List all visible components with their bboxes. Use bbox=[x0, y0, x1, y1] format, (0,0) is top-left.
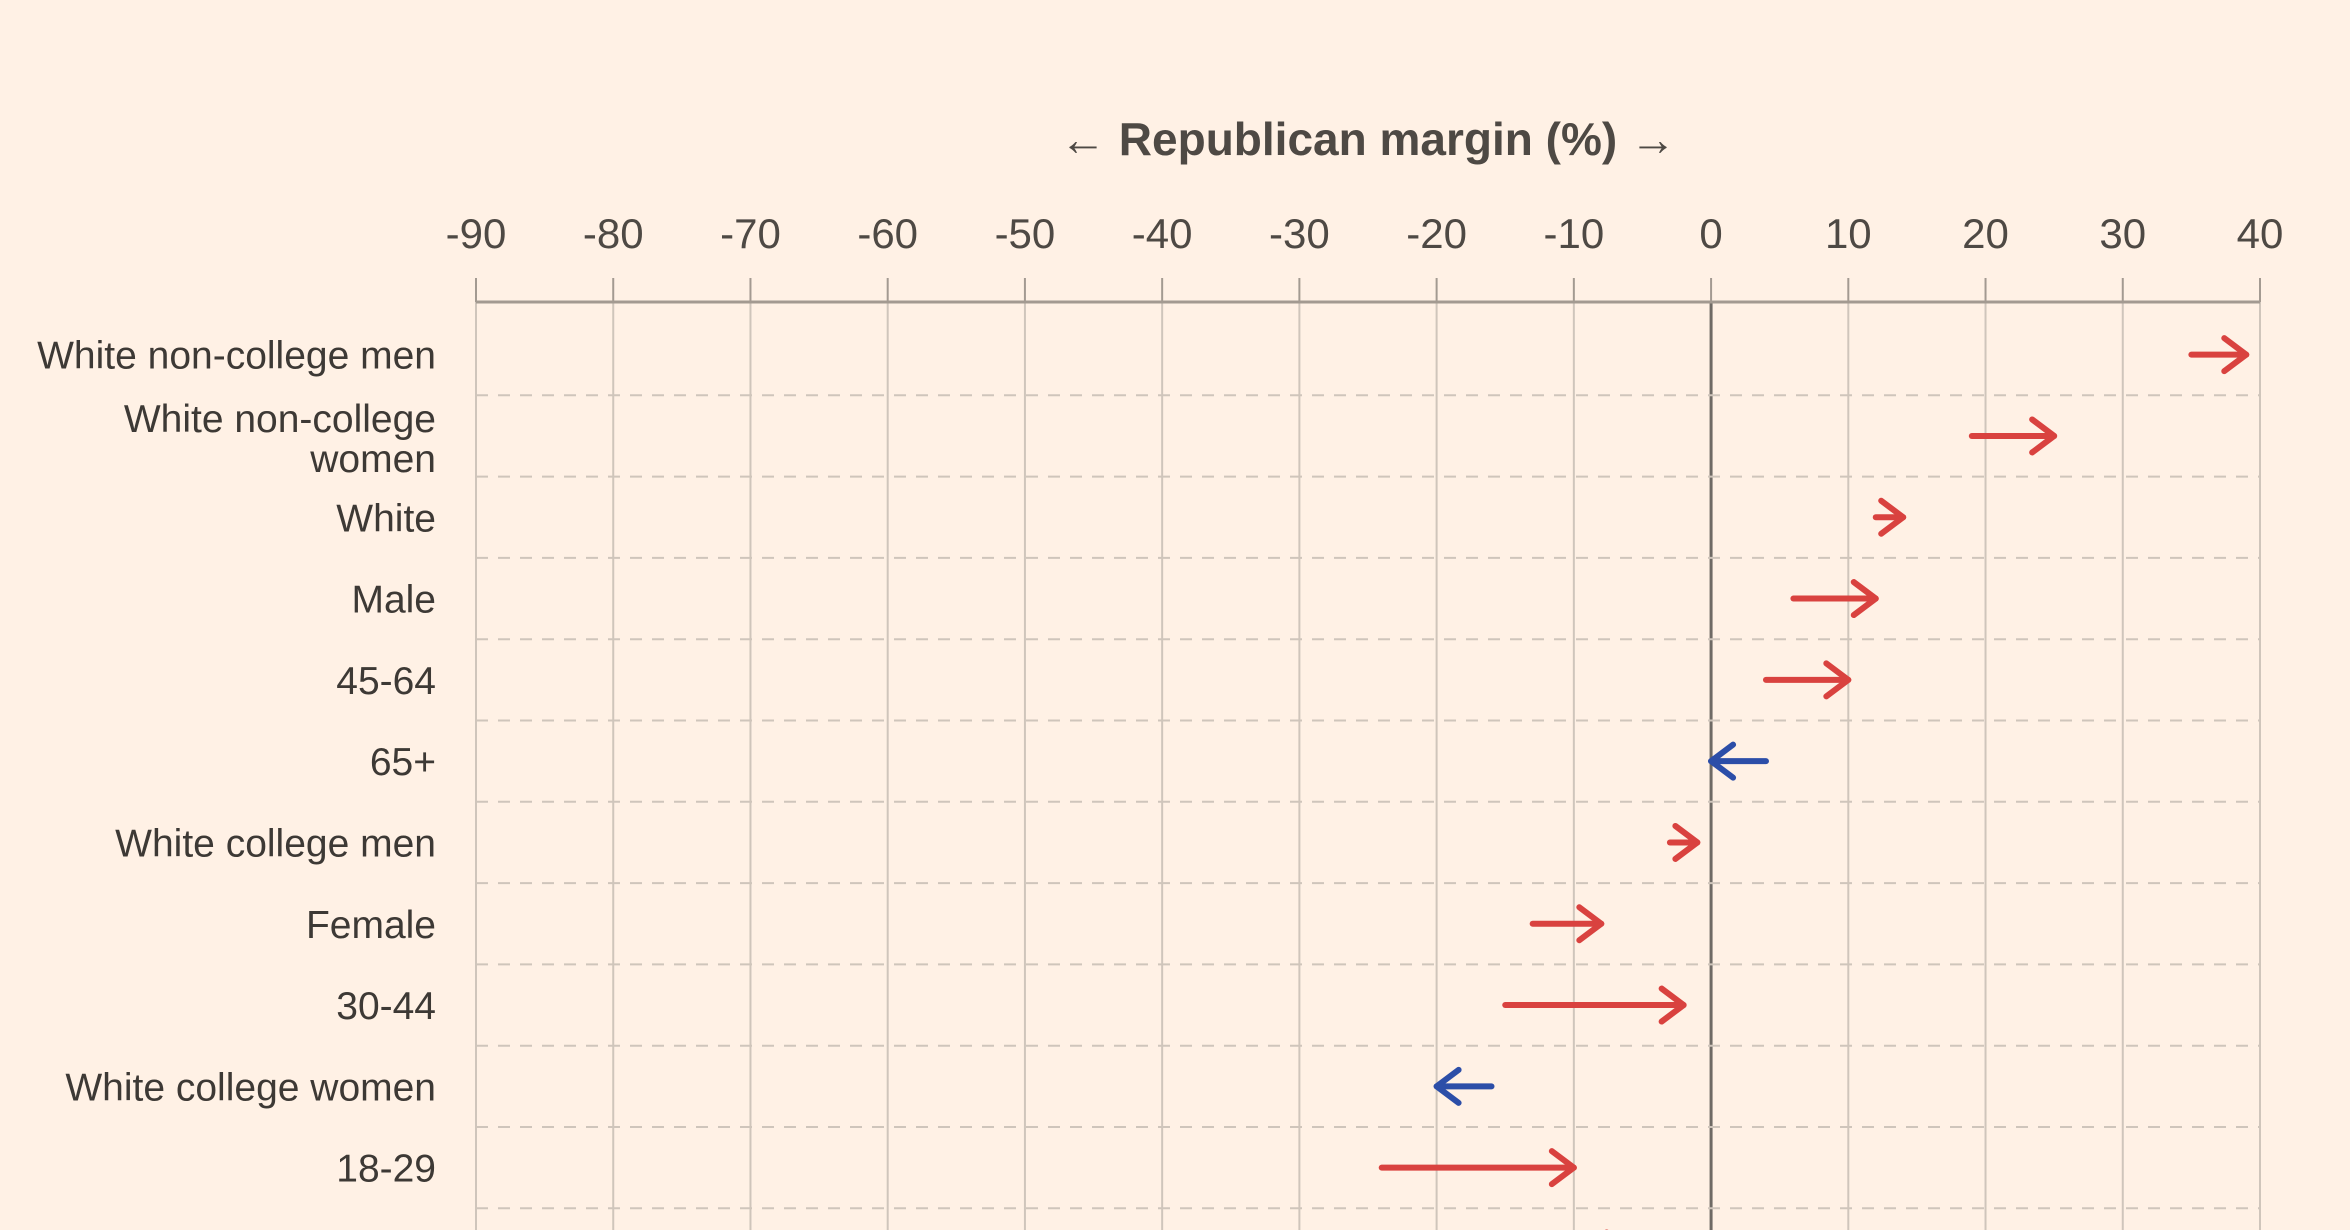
arrow-mark bbox=[1433, 1066, 1495, 1106]
x-tick-label: -70 bbox=[720, 210, 781, 257]
x-tick-label: -30 bbox=[1269, 210, 1330, 257]
category-label: White college women bbox=[65, 1066, 436, 1109]
category-label: Male bbox=[351, 579, 436, 622]
arrows bbox=[1378, 335, 2250, 1230]
arrow-mark bbox=[1872, 497, 1907, 537]
category-label: Female bbox=[306, 904, 436, 947]
x-tick-label: -60 bbox=[857, 210, 918, 257]
x-tick-label: 20 bbox=[1962, 210, 2009, 257]
x-tick-label: 0 bbox=[1699, 210, 1722, 257]
category-label: White non-college men bbox=[37, 335, 436, 378]
category-label: 65+ bbox=[370, 741, 436, 784]
category-label: Hispanic bbox=[286, 1229, 436, 1230]
category-label: 18-29 bbox=[336, 1148, 436, 1191]
category-labels: White non-college men White non-college wo… bbox=[37, 335, 436, 1230]
x-tick-label: -40 bbox=[1132, 210, 1193, 257]
x-tick-label: 40 bbox=[2237, 210, 2284, 257]
arrow-mark bbox=[1790, 579, 1879, 619]
x-tick-label: -90 bbox=[446, 210, 507, 257]
arrow-mark bbox=[1378, 1148, 1577, 1188]
x-ticks: -90 -80 -70 -60 -50 -40 -30 -20 -10 0 10 20 30 40 bbox=[446, 210, 2284, 304]
arrow-mark bbox=[1708, 741, 1769, 781]
x-tick-label: -50 bbox=[995, 210, 1056, 257]
arrow-mark bbox=[1529, 904, 1605, 944]
arrow-mark bbox=[1666, 822, 1701, 862]
x-tick-label: 30 bbox=[2099, 210, 2146, 257]
category-label: 30-44 bbox=[336, 985, 436, 1028]
arrow-mark bbox=[1968, 416, 2058, 456]
category-label: 45-64 bbox=[336, 660, 436, 703]
arrow-mark bbox=[1502, 985, 1687, 1025]
x-tick-label: -10 bbox=[1543, 210, 1604, 257]
category-label: White non-college women bbox=[124, 398, 436, 481]
x-tick-label: 10 bbox=[1825, 210, 1872, 257]
arrow-mark bbox=[1762, 660, 1852, 700]
category-label: White bbox=[336, 497, 436, 540]
x-tick-label: -80 bbox=[583, 210, 644, 257]
arrow-mark bbox=[2188, 335, 2250, 375]
x-axis-title: ← Republican margin (%) → bbox=[1060, 113, 1676, 165]
category-label: White college men bbox=[115, 822, 436, 865]
gridlines bbox=[475, 302, 2261, 1230]
x-tick-label: -20 bbox=[1406, 210, 1467, 257]
